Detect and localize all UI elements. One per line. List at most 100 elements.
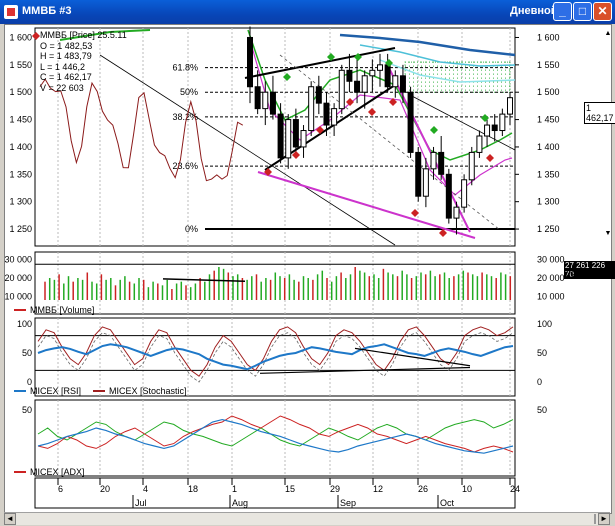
scroll-right-icon[interactable]: ► [598, 513, 610, 525]
price-axis-tick-right: 1 600 [537, 32, 560, 42]
title-bar[interactable]: ММВБ #3 Дневной _ □ ✕ [0, 0, 615, 24]
candle-body [384, 64, 391, 88]
current-volume-label: 22 603 [566, 269, 594, 279]
x-axis-month-label: Aug [232, 498, 248, 508]
rsi-trendline [259, 366, 471, 374]
ma-short-line [379, 59, 516, 83]
early-ma-line [59, 29, 151, 41]
osc-axis-tick-right: 50 [537, 348, 547, 358]
candle-body [369, 69, 376, 77]
osc-axis-tick-right: 0 [537, 377, 542, 387]
candle-body [399, 75, 406, 93]
signal-up-marker [327, 53, 335, 61]
adx-line [37, 418, 514, 454]
volume-legend-label: ММВБ [Volume] [30, 305, 95, 315]
osc-axis-tick-right: 100 [537, 319, 552, 329]
trendline-top [244, 47, 396, 79]
scroll-down-icon[interactable]: ▼ [604, 230, 612, 237]
price-axis-tick-right: 1 550 [537, 60, 560, 70]
oscillator-legend: MICEX [RSI] MICEX [Stochastic] [14, 386, 187, 396]
volume-axis-tick: 30 000 [4, 255, 32, 265]
x-axis-frame [34, 477, 516, 509]
fib-level-label: 50% [180, 87, 198, 97]
price-axis-tick: 1 500 [9, 87, 32, 97]
scroll-left-icon[interactable]: ◄ [4, 513, 16, 525]
open-value: O = 1 482,53 [40, 40, 93, 51]
signal-down-marker [264, 168, 272, 176]
candle-body [285, 119, 292, 159]
candle-body [354, 80, 361, 93]
candle-body [277, 113, 284, 159]
instrument-label: ММВБ [Price] 25.5.11 [40, 30, 127, 40]
osc-axis-tick: 100 [17, 319, 32, 329]
candle-body [331, 108, 338, 126]
adx-legend-label: MICEX [ADX] [30, 467, 85, 477]
x-axis-day-label: 6 [58, 484, 63, 494]
volume-swatch [14, 309, 26, 311]
signal-down-marker [439, 229, 447, 237]
x-axis-day-label: 10 [462, 484, 472, 494]
candle-body [361, 75, 368, 93]
price-axis-tick: 1 250 [9, 224, 32, 234]
current-volume-tag: 27 261 226 70 [564, 261, 615, 279]
candle-body [507, 97, 513, 115]
candle-body [346, 69, 353, 82]
maximize-button[interactable]: □ [573, 2, 592, 21]
x-axis-day-label: 1 [232, 484, 237, 494]
candle-body [422, 168, 429, 197]
period-label[interactable]: Дневной [510, 5, 558, 17]
signal-down-marker [389, 98, 397, 106]
candle-body [269, 91, 276, 115]
ohlc-info: ММВБ [Price] 25.5.11 O = 1 482,53 H = 1 … [40, 30, 127, 94]
x-axis-month-label: Jul [135, 498, 147, 508]
candle-body [338, 69, 345, 110]
close-value: C = 1 462,17 [40, 72, 92, 83]
candle-body [292, 119, 299, 148]
candle-body [445, 173, 452, 219]
x-axis-day-label: 12 [373, 484, 383, 494]
candle-body [262, 91, 269, 110]
adx-panel-frame [34, 399, 516, 477]
low-value: L = 1 446,2 [40, 61, 85, 72]
signal-down-marker [411, 209, 419, 217]
close-button[interactable]: ✕ [593, 2, 612, 21]
x-axis-day-label: 15 [285, 484, 295, 494]
fib-level-label: 61.8% [172, 63, 198, 73]
x-axis-month-label: Sep [340, 498, 356, 508]
price-axis-tick: 1 300 [9, 197, 32, 207]
adx-axis-tick: 50 [22, 405, 32, 415]
price-axis-tick: 1 550 [9, 60, 32, 70]
volume-axis-tick-right: 10 000 [537, 291, 565, 301]
minimize-button[interactable]: _ [553, 2, 572, 21]
volume-axis-tick: 20 000 [4, 273, 32, 283]
price-axis-tick-right: 1 300 [537, 197, 560, 207]
chart-window-icon [4, 5, 18, 19]
signal-up-marker [385, 59, 393, 67]
current-price-tag: 1 462,17 [584, 102, 615, 124]
osc-axis-tick: 0 [27, 377, 32, 387]
x-axis-day-label: 4 [143, 484, 148, 494]
signal-down-marker [292, 151, 300, 159]
volume-axis-tick-right: 20 000 [537, 273, 565, 283]
candle-body [377, 64, 383, 71]
scroll-up-icon[interactable]: ▲ [604, 30, 612, 37]
osc-axis-tick: 50 [22, 348, 32, 358]
signal-down-marker [346, 98, 354, 106]
fib-level-label: 38.2% [172, 112, 198, 122]
price-axis-tick-right: 1 500 [537, 87, 560, 97]
candle-body [461, 179, 468, 208]
stoch-swatch [93, 390, 106, 392]
signal-down-marker [316, 126, 324, 134]
x-axis-day-label: 20 [100, 484, 110, 494]
candle-body [491, 124, 498, 132]
ma-long-line [339, 33, 516, 57]
price-axis-tick-right: 1 450 [537, 115, 560, 125]
scroll-thumb[interactable] [594, 514, 596, 524]
volume-axis-tick-right: 30 000 [537, 255, 565, 265]
candle-body [438, 151, 445, 175]
vertical-scrollbar[interactable]: ▲ ▼ [604, 30, 612, 240]
candle-body [247, 36, 253, 88]
horizontal-scrollbar[interactable]: ◄ ► [4, 512, 610, 525]
stoch-legend-label: MICEX [Stochastic] [109, 386, 187, 396]
